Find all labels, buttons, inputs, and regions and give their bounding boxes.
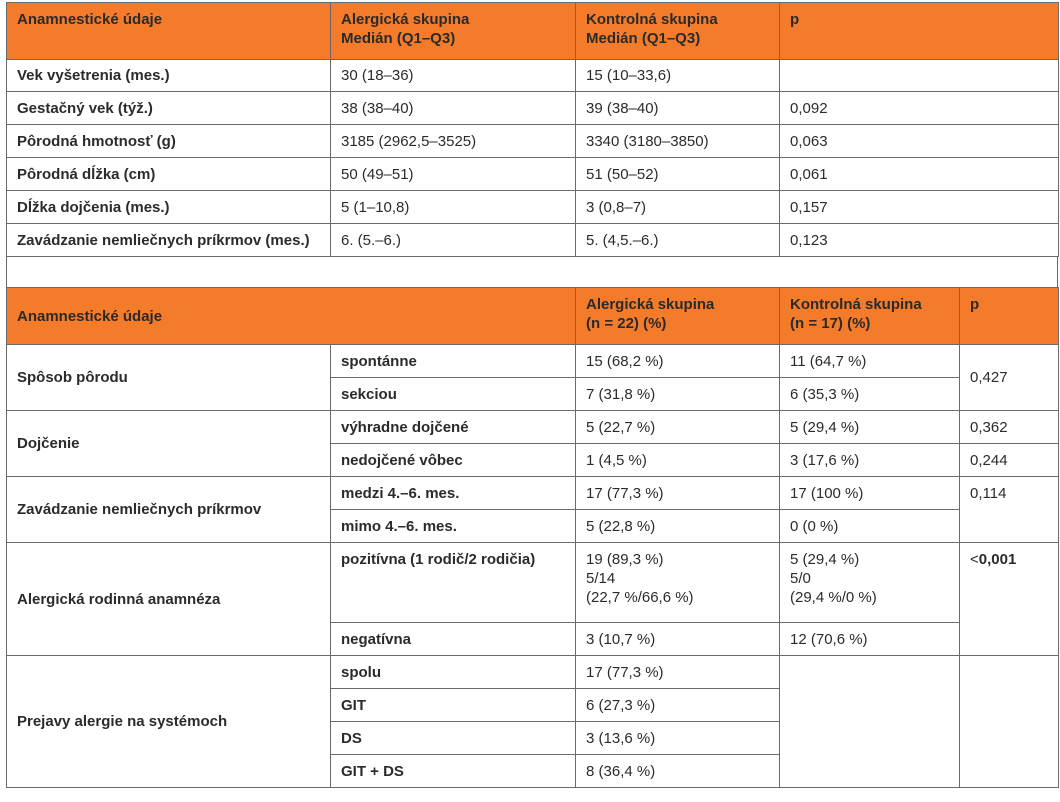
table-categorical-characteristics: Anamnestické údaje Alergická skupina (n =… — [6, 287, 1059, 788]
table-row: Alergická rodinná anamnéza pozitívna (1 … — [6, 542, 1059, 656]
allergic-value: 5 (1–10,8) — [341, 198, 410, 216]
header-p: p — [779, 2, 1059, 60]
table-row: GIT 6 (27,3 %) — [7, 688, 1059, 722]
sub-label: GIT — [341, 696, 366, 714]
control-value: 15 (10–33,6) — [586, 67, 672, 84]
allergic-value: 3185 (2962,5–3525) — [341, 132, 477, 150]
header-allergic-group: Alergická skupina Medián (Q1–Q3) — [330, 2, 576, 60]
control-value: 12 (70,6 %) — [790, 630, 868, 648]
sub-label: sekciou — [341, 385, 397, 403]
allergic-value: 1 (4,5 %) — [586, 451, 647, 469]
table-row: Dojčenie výhradne dojčené 5 (22,7 %) 5 (… — [6, 410, 1059, 477]
group-label: Spôsob pôrodu — [17, 369, 128, 386]
p-value: 0,244 — [970, 451, 1008, 469]
table-spacer — [6, 257, 1058, 287]
row-label: Pôrodná dĺžka (cm) — [17, 165, 156, 183]
document-page: Anamnestické údaje Alergická skupina Medi… — [6, 2, 1059, 788]
table-row: Dĺžka dojčenia (mes.) 5 (1–10,8) 3 (0,8–… — [6, 190, 1059, 224]
table-row: negatívna 3 (10,7 %) 12 (70,6 %) — [7, 622, 1059, 656]
p-value: 0,063 — [790, 132, 828, 150]
sub-label: negatívna — [341, 630, 412, 648]
control-value: 0 (0 %) — [790, 517, 839, 535]
header-control-group: Kontrolná skupina Medián (Q1–Q3) — [575, 2, 780, 60]
sub-label: medzi 4.–6. mes. — [341, 484, 460, 502]
table-row: Pôrodná hmotnosť (g) 3185 (2962,5–3525) … — [6, 124, 1059, 158]
table-row: mimo 4.–6. mes. 5 (22,8 %) 0 (0 %) — [7, 509, 1059, 543]
table-row: Zavádzanie nemliečnych príkrmov medzi 4.… — [6, 476, 1059, 543]
control-value: 39 (38–40) — [586, 99, 659, 117]
table-row: Zavádzanie nemliečnych príkrmov (mes.) 6… — [6, 223, 1059, 257]
control-value-empty — [779, 655, 960, 788]
sub-label: spontánne — [341, 352, 417, 370]
allergic-value: 8 (36,4 %) — [586, 762, 656, 780]
control-value: 3340 (3180–3850) — [586, 132, 709, 150]
p-value: 0,362 — [970, 418, 1008, 436]
sub-label: DS — [341, 729, 362, 747]
table-row: Prejavy alergie na systémoch spolu 17 (7… — [6, 655, 1059, 788]
allergic-value: 17 (77,3 %) — [586, 663, 664, 681]
table-continuous-characteristics: Anamnestické údaje Alergická skupina Medi… — [6, 2, 1059, 257]
allergic-value: 17 (77,3 %) — [586, 484, 664, 502]
sub-label: spolu — [341, 663, 381, 681]
table-row: Vek vyšetrenia (mes.) 30 (18–36) 15 (10–… — [6, 59, 1059, 92]
allergic-value: 15 (68,2 %) — [586, 352, 664, 370]
table-row: Gestačný vek (týž.) 38 (38–40) 39 (38–40… — [6, 91, 1059, 125]
allergic-value: 7 (31,8 %) — [586, 385, 656, 403]
control-value: 3 (17,6 %) — [790, 451, 860, 469]
sub-label: GIT + DS — [341, 762, 404, 780]
allergic-value: 6. (5.–6.) — [341, 231, 402, 249]
header-allergic-group: Alergická skupina (n = 22) (%) — [575, 287, 780, 345]
table-row: Pôrodná dĺžka (cm) 50 (49–51) 51 (50–52)… — [6, 157, 1059, 191]
table-row: DS 3 (13,6 %) — [7, 721, 1059, 755]
sub-label: výhradne dojčené — [341, 418, 469, 436]
header-anamnestic-data: Anamnestické údaje — [6, 2, 331, 60]
allergic-value: 6 (27,3 %) — [586, 696, 656, 714]
allergic-value: 5 (22,8 %) — [586, 517, 656, 535]
sub-label: pozitívna (1 rodič/2 rodičia) — [341, 551, 536, 568]
sub-label: mimo 4.–6. mes. — [341, 517, 457, 535]
table-row: sekciou 7 (31,8 %) 6 (35,3 %) — [7, 377, 1059, 411]
row-label: Pôrodná hmotnosť (g) — [17, 132, 176, 150]
table-header-row: Anamnestické údaje Alergická skupina Medi… — [6, 2, 1059, 60]
row-label: Vek vyšetrenia (mes.) — [17, 67, 170, 84]
table-row: GIT + DS 8 (36,4 %) — [7, 754, 1059, 788]
row-label: Dĺžka dojčenia (mes.) — [17, 198, 170, 216]
allergic-value: 3 (10,7 %) — [586, 630, 656, 648]
sub-label: nedojčené vôbec — [341, 451, 463, 469]
control-value-multi: 5 (29,4 %) 5/0 (29,4 %/0 %) — [790, 551, 877, 606]
table-row: Spôsob pôrodu spontánne 15 (68,2 %) 11 (… — [6, 344, 1059, 411]
control-value: 51 (50–52) — [586, 165, 659, 183]
control-value: 5 (29,4 %) — [790, 418, 860, 436]
allergic-value-multi: 19 (89,3 %) 5/14 (22,7 %/66,6 %) — [586, 551, 694, 606]
group-label: Prejavy alergie na systémoch — [17, 713, 228, 730]
allergic-value: 3 (13,6 %) — [586, 729, 656, 747]
group-label: Zavádzanie nemliečnych príkrmov — [17, 501, 262, 518]
p-value: 0,092 — [790, 99, 828, 117]
row-label: Zavádzanie nemliečnych príkrmov (mes.) — [17, 231, 310, 249]
table-row: nedojčené vôbec 1 (4,5 %) 3 (17,6 %) 0,2… — [7, 443, 1059, 477]
control-value: 17 (100 %) — [790, 484, 864, 502]
table-header-row: Anamnestické údaje Alergická skupina (n =… — [6, 287, 1059, 345]
control-value: 5. (4,5.–6.) — [586, 231, 659, 249]
p-value: 0,061 — [790, 165, 828, 183]
group-label: Alergická rodinná anamnéza — [17, 590, 221, 608]
allergic-value: 30 (18–36) — [341, 67, 414, 84]
row-label: Gestačný vek (týž.) — [17, 99, 153, 117]
p-value: 0,114 — [970, 485, 1007, 502]
allergic-value: 38 (38–40) — [341, 99, 414, 117]
control-value: 6 (35,3 %) — [790, 385, 860, 403]
p-value: 0,123 — [790, 231, 828, 249]
p-value-empty — [959, 655, 1059, 788]
allergic-value: 50 (49–51) — [341, 165, 414, 183]
header-p: p — [959, 287, 1059, 345]
p-value: 0,427 — [970, 369, 1008, 386]
allergic-value: 5 (22,7 %) — [586, 418, 656, 436]
control-value: 11 (64,7 %) — [790, 352, 867, 370]
p-value: <0,001 — [970, 551, 1017, 568]
group-label: Dojčenie — [17, 435, 80, 452]
header-anamnestic-data: Anamnestické údaje — [6, 287, 576, 345]
p-value: 0,157 — [790, 198, 828, 216]
header-control-group: Kontrolná skupina (n = 17) (%) — [779, 287, 960, 345]
control-value: 3 (0,8–7) — [586, 198, 647, 216]
